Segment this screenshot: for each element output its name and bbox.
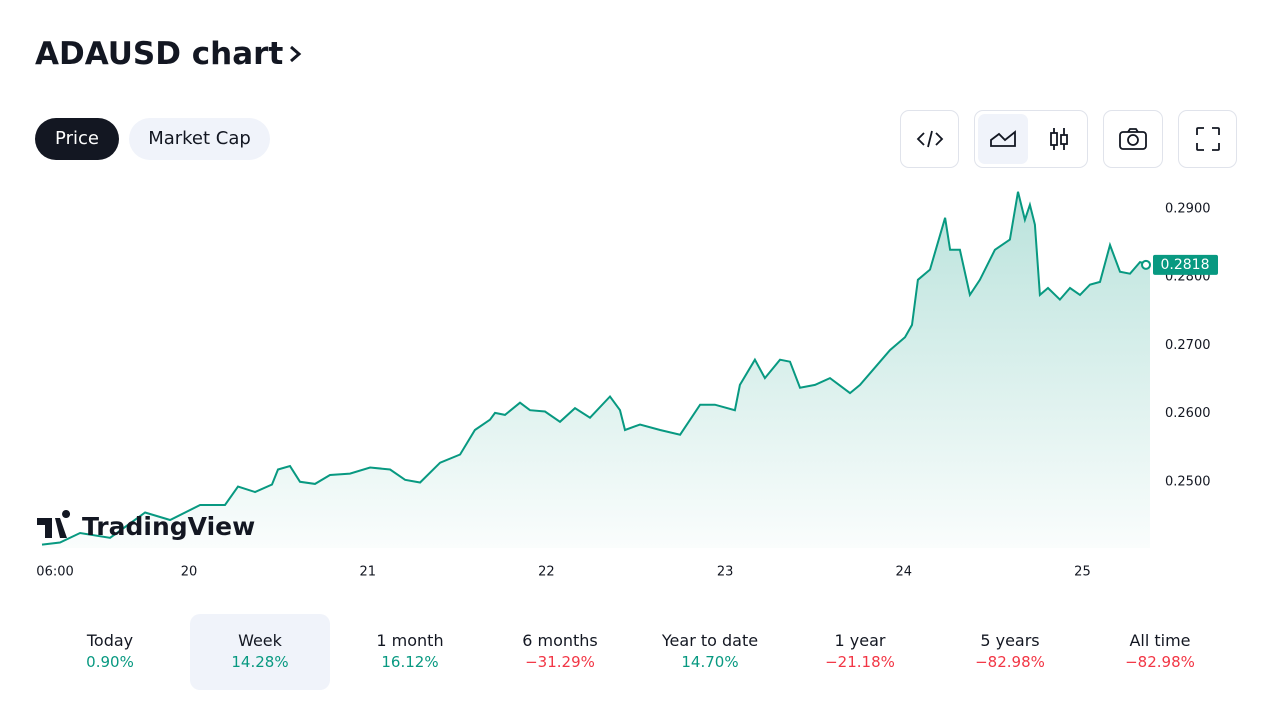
period-change: 14.70% xyxy=(681,653,739,671)
price-label: 0.2818 xyxy=(1161,257,1210,273)
chart-style-group xyxy=(974,110,1088,168)
period-change: 16.12% xyxy=(381,653,439,671)
code-icon xyxy=(916,130,943,148)
period-label: Week xyxy=(238,631,282,650)
embed-button[interactable] xyxy=(900,110,959,168)
period-label: All time xyxy=(1129,631,1191,650)
snapshot-button[interactable] xyxy=(1103,110,1163,168)
candle-icon xyxy=(1050,128,1068,150)
last-point xyxy=(1141,259,1151,270)
price-label-bg xyxy=(1153,254,1218,275)
tab[interactable]: Market Cap xyxy=(129,118,270,160)
period[interactable]: 6 months −31.29% xyxy=(490,614,630,690)
period-change: −82.98% xyxy=(975,653,1045,671)
period-label: 5 years xyxy=(980,631,1040,650)
period[interactable]: All time −82.98% xyxy=(1090,614,1230,690)
header[interactable]: ADAUSD chart xyxy=(35,36,303,72)
x-tick-label: 21 xyxy=(359,565,376,580)
period-change: −82.98% xyxy=(1125,653,1195,671)
candle-style-button[interactable] xyxy=(1034,114,1084,164)
x-tick-label: 23 xyxy=(717,565,734,580)
period-label: Year to date xyxy=(661,631,759,650)
x-tick-label: 24 xyxy=(896,565,913,580)
period[interactable]: 1 year −21.18% xyxy=(790,614,930,690)
period-change: 14.28% xyxy=(231,653,289,671)
x-tick-label: 06:00 xyxy=(36,565,73,580)
period[interactable]: Week 14.28% xyxy=(190,614,330,690)
area-icon xyxy=(990,130,1016,147)
area-fill xyxy=(42,191,1150,549)
period-label: 1 year xyxy=(834,631,886,650)
period[interactable]: Today 0.90% xyxy=(40,614,180,690)
area-style-button[interactable] xyxy=(978,114,1028,164)
watermark: TradingView xyxy=(37,510,255,541)
chevron-icon xyxy=(290,45,302,63)
period-change: −31.29% xyxy=(525,653,595,671)
period-change: −21.18% xyxy=(825,653,895,671)
period-label: 6 months xyxy=(522,631,598,650)
fullscreen-icon xyxy=(1195,127,1220,151)
period[interactable]: 5 years −82.98% xyxy=(940,614,1080,690)
y-tick-label: 0.2900 xyxy=(1165,201,1211,216)
period-label: 1 month xyxy=(376,631,444,650)
camera-icon xyxy=(1119,128,1147,150)
x-tick-label: 25 xyxy=(1074,565,1091,580)
period-change: 0.90% xyxy=(86,653,134,671)
period[interactable]: Year to date 14.70% xyxy=(640,614,780,690)
fullscreen-button[interactable] xyxy=(1178,110,1237,168)
period[interactable]: 1 month 16.12% xyxy=(340,614,480,690)
x-tick-label: 22 xyxy=(538,565,555,580)
title: ADAUSD chart xyxy=(35,36,284,72)
y-tick-label: 0.2600 xyxy=(1165,406,1211,421)
x-tick-label: 20 xyxy=(181,565,198,580)
y-tick-label: 0.2500 xyxy=(1165,474,1211,489)
watermark-text: TradingView xyxy=(82,512,255,541)
price-line xyxy=(41,191,1151,546)
y-tick-label: 0.2700 xyxy=(1165,338,1211,353)
tab[interactable]: Price xyxy=(35,118,119,160)
period-label: Today xyxy=(86,631,134,650)
